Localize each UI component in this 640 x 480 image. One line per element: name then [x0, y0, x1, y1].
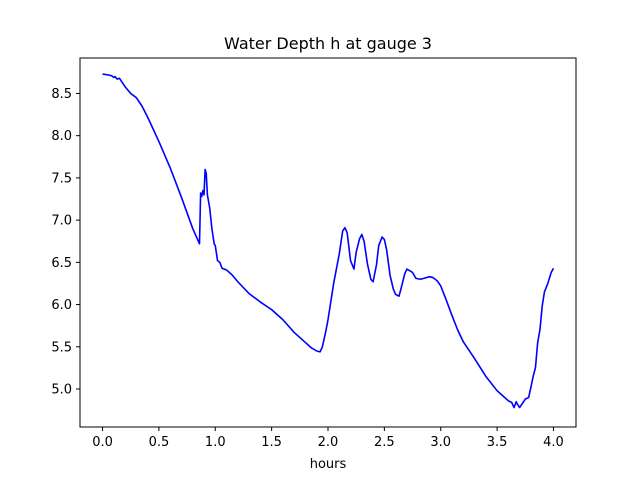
- y-tick-label: 7.0: [51, 214, 72, 229]
- y-tick-label: 6.0: [51, 298, 72, 313]
- series-line-1: [102, 73, 555, 409]
- x-tick-label: 1.0: [205, 435, 226, 450]
- y-axis-ticks: 5.0 5.5 6.0 6.5 7.0 7.5 8.0 8.5: [51, 87, 80, 398]
- y-tick-label: 8.5: [51, 87, 72, 102]
- chart-title: Water Depth h at gauge 3: [224, 34, 432, 53]
- x-tick-label: 2.5: [374, 435, 395, 450]
- y-tick-label: 8.0: [51, 129, 72, 144]
- y-tick-label: 5.5: [51, 340, 72, 355]
- x-tick-label: 2.0: [318, 435, 339, 450]
- y-tick-label: 7.5: [51, 171, 72, 186]
- series-layer: [102, 73, 555, 409]
- x-tick-label: 1.5: [261, 435, 282, 450]
- x-tick-label: 4.0: [543, 435, 564, 450]
- y-tick-label: 5.0: [51, 383, 72, 398]
- x-tick-label: 3.5: [487, 435, 508, 450]
- x-tick-label: 3.0: [430, 435, 451, 450]
- y-tick-label: 6.5: [51, 256, 72, 271]
- x-tick-label: 0.5: [149, 435, 170, 450]
- x-axis-ticks: 0.0 0.5 1.0 1.5 2.0 2.5 3.0 3.5 4.0: [92, 427, 564, 450]
- x-axis-label: hours: [310, 457, 347, 472]
- x-tick-label: 0.0: [92, 435, 113, 450]
